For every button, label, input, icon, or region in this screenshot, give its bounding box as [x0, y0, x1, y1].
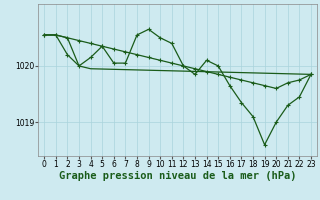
X-axis label: Graphe pression niveau de la mer (hPa): Graphe pression niveau de la mer (hPa) — [59, 171, 296, 181]
